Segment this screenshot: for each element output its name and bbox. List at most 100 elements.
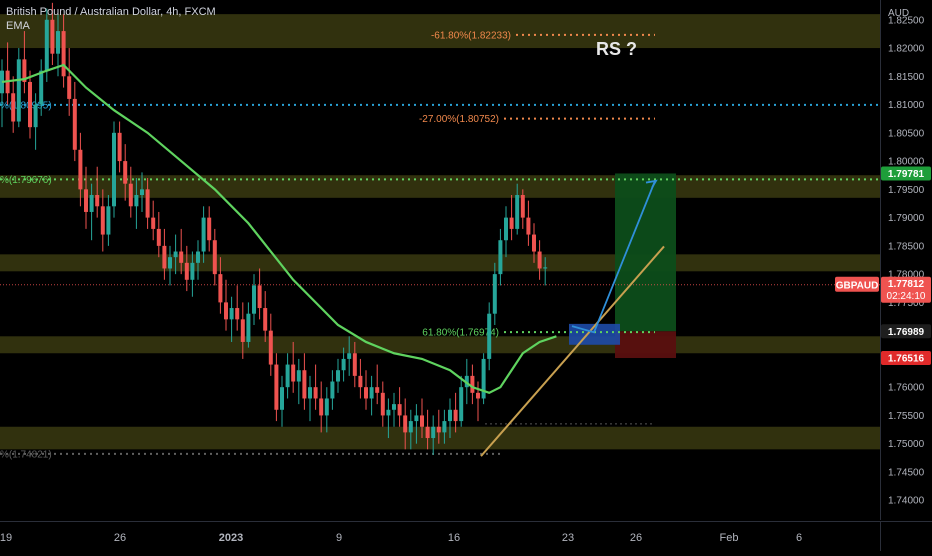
entry-price-badge-bg	[881, 324, 931, 339]
candle-body	[285, 364, 290, 388]
price-tick: 1.79000	[888, 213, 925, 224]
candle-body	[403, 415, 408, 433]
candle-body	[263, 308, 268, 331]
candle-body	[196, 251, 200, 263]
candle-body	[425, 426, 430, 439]
price-tick: 1.78000	[888, 270, 925, 281]
price-tick: 1.75000	[888, 439, 925, 450]
last-price-badge-bg	[881, 276, 931, 303]
fib-level-1.80995-label: %(1.80995)	[0, 100, 52, 111]
indicator-label[interactable]: EMA	[6, 20, 30, 32]
projection-path[interactable]	[571, 180, 656, 334]
price-tick: 1.75500	[888, 411, 925, 422]
candle-body	[296, 370, 301, 382]
candle-body	[459, 387, 464, 422]
price-tick: 1.80000	[888, 157, 925, 168]
candle-body	[498, 240, 503, 275]
candle-body	[61, 31, 66, 77]
candle-body	[140, 189, 144, 195]
candle-body	[532, 234, 536, 252]
candle-body	[308, 387, 312, 399]
time-label: Feb	[720, 532, 739, 544]
candle-body	[212, 240, 217, 275]
stop-price-badge: 1.76516	[888, 354, 925, 365]
time-axis[interactable]: 19 26 2023 9 16 23 26 Feb 6	[0, 521, 880, 551]
candle-body	[492, 274, 497, 314]
drawings[interactable]: RS ?	[480, 39, 665, 457]
time-label: 6	[796, 532, 802, 544]
candle-body	[274, 364, 279, 410]
candle-body	[336, 370, 340, 382]
time-label: 2023	[219, 532, 243, 544]
candle-body	[151, 217, 156, 229]
candle-body	[341, 358, 346, 371]
profit-zone[interactable]	[615, 173, 676, 332]
candle-body	[95, 195, 100, 207]
candle-body	[509, 217, 514, 229]
candle-body	[280, 387, 284, 410]
candle-body	[28, 81, 32, 128]
price-tick: 1.80500	[888, 128, 925, 139]
candle-body	[72, 98, 77, 150]
price-tick: 1.77500	[888, 298, 925, 309]
candle-body	[39, 70, 44, 105]
candle-body	[375, 387, 380, 393]
candle-body	[123, 161, 128, 184]
candle-body	[543, 267, 548, 269]
candle-body	[481, 358, 486, 399]
candle-body	[22, 59, 27, 82]
candle-body	[89, 195, 94, 212]
price-tick: 1.74000	[888, 496, 925, 507]
price-chart[interactable]: -61.80%(1.82233) %(1.80995) -27.00%(1.8075…	[0, 0, 880, 520]
candle-body	[201, 217, 206, 252]
annotation-text[interactable]: RS ?	[596, 39, 637, 59]
candle-body	[84, 189, 88, 212]
symbol-title[interactable]: British Pound / Australian Dollar, 4h, F…	[6, 6, 216, 18]
candle-body	[352, 353, 357, 376]
candle-body	[302, 370, 307, 399]
price-tick: 1.81000	[888, 100, 925, 111]
candle-body	[448, 409, 452, 422]
fibonacci-levels[interactable]: -61.80%(1.82233) %(1.80995) -27.00%(1.8075…	[0, 30, 880, 460]
candle-body	[162, 245, 167, 269]
candle-body	[358, 375, 363, 388]
fib-level-1.74821-label: %(1.74821)	[0, 449, 52, 460]
fib-level-61.8-label: 61.80%(1.76974)	[422, 328, 499, 339]
ema-line	[1, 63, 557, 395]
candle-body	[252, 285, 256, 314]
candle-body	[168, 257, 172, 269]
candle-body	[364, 387, 368, 399]
sr-zone	[0, 336, 880, 354]
price-scale[interactable]: AUD 1.82500 1.82000 1.81500 1.81000 1.80500 1.…	[880, 0, 932, 520]
candle-body	[504, 217, 508, 241]
trendline[interactable]	[480, 245, 665, 457]
stop-price-badge-bg	[881, 351, 931, 366]
time-label: 16	[448, 532, 460, 544]
candle-body	[145, 189, 150, 218]
loss-zone[interactable]	[615, 331, 676, 359]
candle-body	[408, 421, 413, 433]
ema-polyline	[1, 63, 557, 395]
candle-body	[464, 375, 469, 388]
support-resistance-zones	[0, 14, 880, 450]
candle-body	[392, 404, 396, 410]
target-price-badge-bg	[881, 166, 931, 181]
candle-body	[526, 217, 531, 235]
time-label: 9	[336, 532, 342, 544]
countdown-badge: 02:24:10	[887, 291, 926, 302]
candle-body	[134, 195, 139, 207]
candle-body	[0, 70, 4, 94]
candle-body	[224, 302, 228, 320]
candle-body	[537, 251, 542, 269]
price-tick: 1.79500	[888, 185, 925, 196]
candle-body	[128, 183, 133, 207]
projection-arrowhead	[645, 179, 658, 189]
price-tick: 1.81500	[888, 72, 925, 83]
candle-body	[240, 319, 245, 342]
candle-body	[218, 274, 223, 303]
price-tick: 1.74500	[888, 467, 925, 478]
time-label: 26	[114, 532, 126, 544]
candlestick-series	[0, 2, 548, 455]
